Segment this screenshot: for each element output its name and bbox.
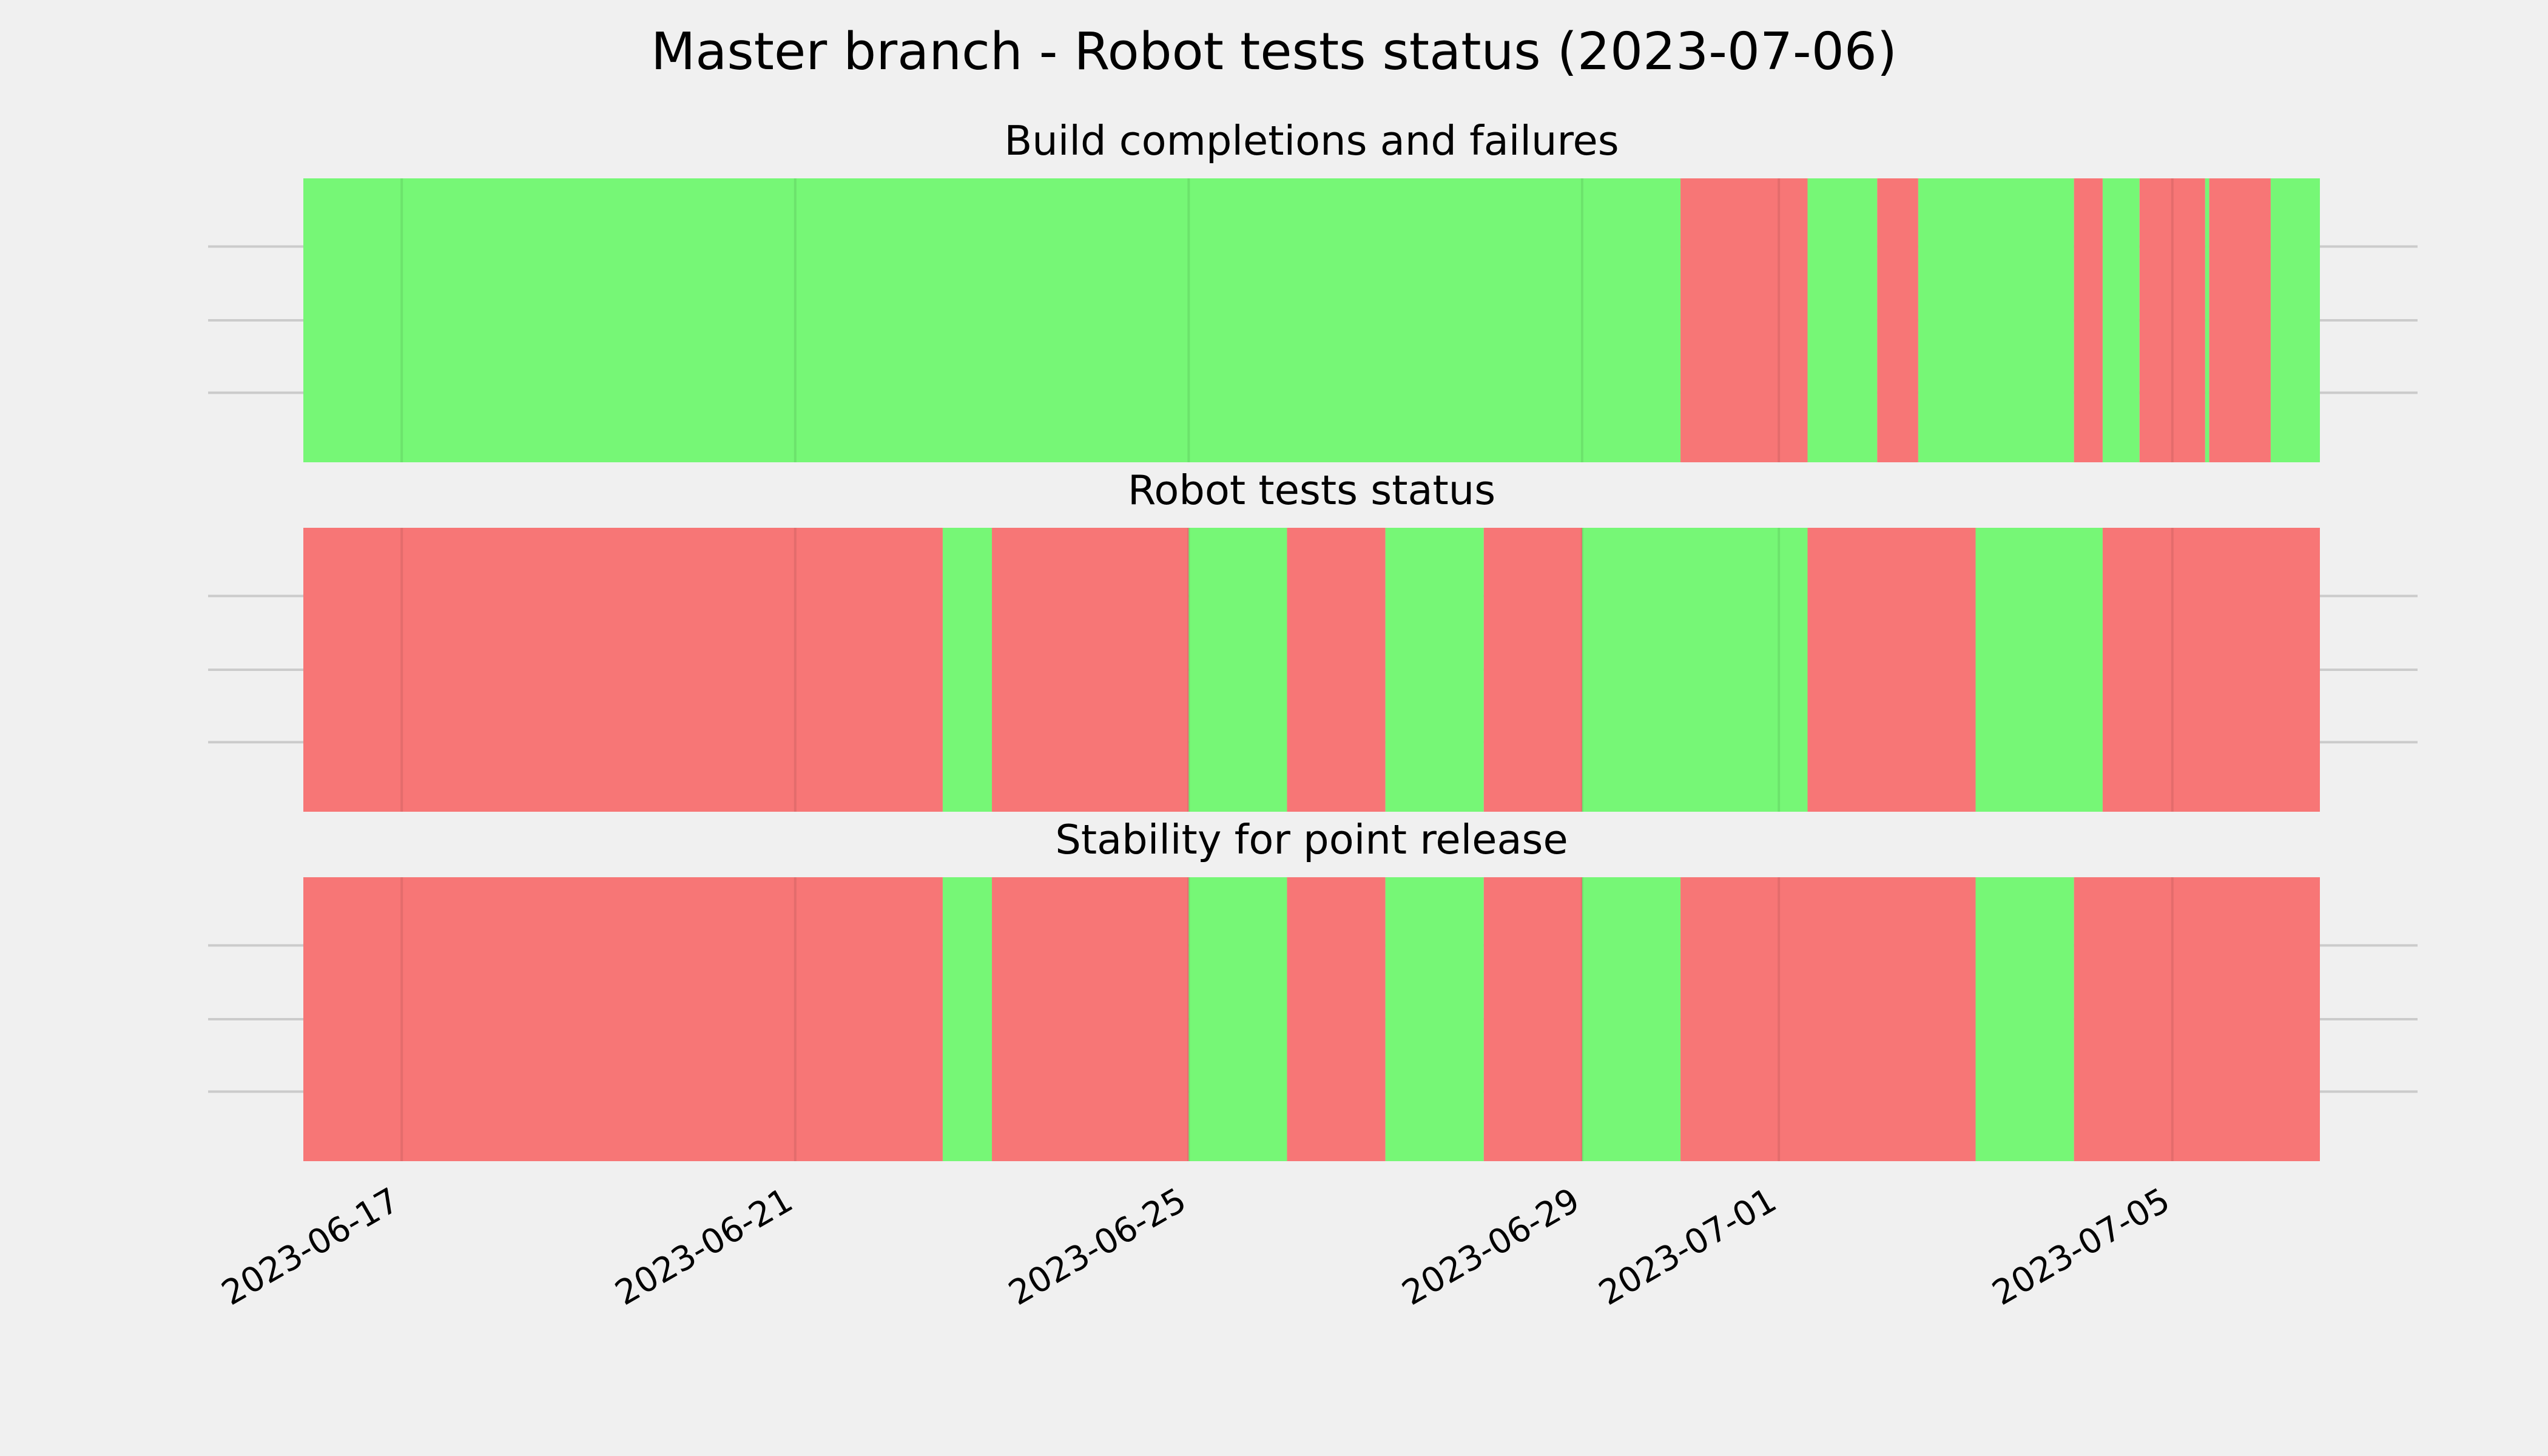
x-tick-label: 2023-07-05 bbox=[1986, 1181, 2176, 1313]
status-segment-fail bbox=[1483, 877, 1582, 1161]
x-tick-label: 2023-06-17 bbox=[215, 1181, 406, 1313]
status-segment-fail bbox=[2074, 877, 2320, 1161]
status-segment-pass bbox=[1188, 528, 1287, 812]
status-segment-pass bbox=[1582, 528, 1808, 812]
status-segment-pass bbox=[1975, 528, 2103, 812]
status-segment-fail bbox=[1287, 528, 1386, 812]
status-segment-fail bbox=[2102, 528, 2320, 812]
status-segment-fail bbox=[1680, 877, 1976, 1161]
panel-title: Stability for point release bbox=[1055, 816, 1568, 863]
x-tick-label: 2023-06-21 bbox=[608, 1181, 799, 1313]
chart-title: Master branch - Robot tests status (2023… bbox=[651, 22, 1897, 82]
panel-title: Build completions and failures bbox=[1004, 117, 1619, 164]
status-segment-fail bbox=[303, 528, 943, 812]
status-segment-fail bbox=[992, 877, 1189, 1161]
status-segment-fail bbox=[2209, 178, 2271, 462]
status-segment-pass bbox=[1918, 178, 2074, 462]
x-tick-label: 2023-06-25 bbox=[1002, 1181, 1193, 1313]
status-segment-fail bbox=[1483, 528, 1582, 812]
status-segment-pass bbox=[1188, 877, 1287, 1161]
status-segment-pass bbox=[942, 528, 993, 812]
status-segment-fail bbox=[1807, 528, 1976, 812]
status-segment-fail bbox=[1287, 877, 1386, 1161]
panel-1: Build completions and failures bbox=[208, 117, 2418, 462]
x-axis-ticks: 2023-06-17 2023-06-21 2023-06-25 2023-06-29… bbox=[215, 1181, 2177, 1313]
status-segment-pass bbox=[2102, 178, 2140, 462]
status-segment-pass bbox=[1807, 178, 1878, 462]
status-segment-pass bbox=[1582, 877, 1681, 1161]
status-segment-pass bbox=[1385, 877, 1484, 1161]
x-tick-label: 2023-07-01 bbox=[1592, 1181, 1783, 1313]
status-segment-pass bbox=[2205, 178, 2209, 462]
status-segment-pass bbox=[1975, 877, 2074, 1161]
status-segment-pass bbox=[303, 178, 1681, 462]
status-segment-pass bbox=[1385, 528, 1484, 812]
status-segment-fail bbox=[1877, 178, 1918, 462]
panel-3: Stability for point release bbox=[208, 816, 2418, 1161]
status-segment-fail bbox=[2074, 178, 2103, 462]
status-segment-fail bbox=[2139, 178, 2205, 462]
panel-title: Robot tests status bbox=[1128, 467, 1495, 514]
status-segment-pass bbox=[942, 877, 993, 1161]
status-segment-fail bbox=[992, 528, 1189, 812]
panels: Build completions and failures Robot test… bbox=[208, 117, 2418, 1161]
status-segment-pass bbox=[2270, 178, 2320, 462]
panel-2: Robot tests status bbox=[208, 467, 2418, 812]
status-segment-fail bbox=[303, 877, 943, 1161]
x-tick-label: 2023-06-29 bbox=[1396, 1181, 1586, 1313]
status-segment-fail bbox=[1680, 178, 1808, 462]
